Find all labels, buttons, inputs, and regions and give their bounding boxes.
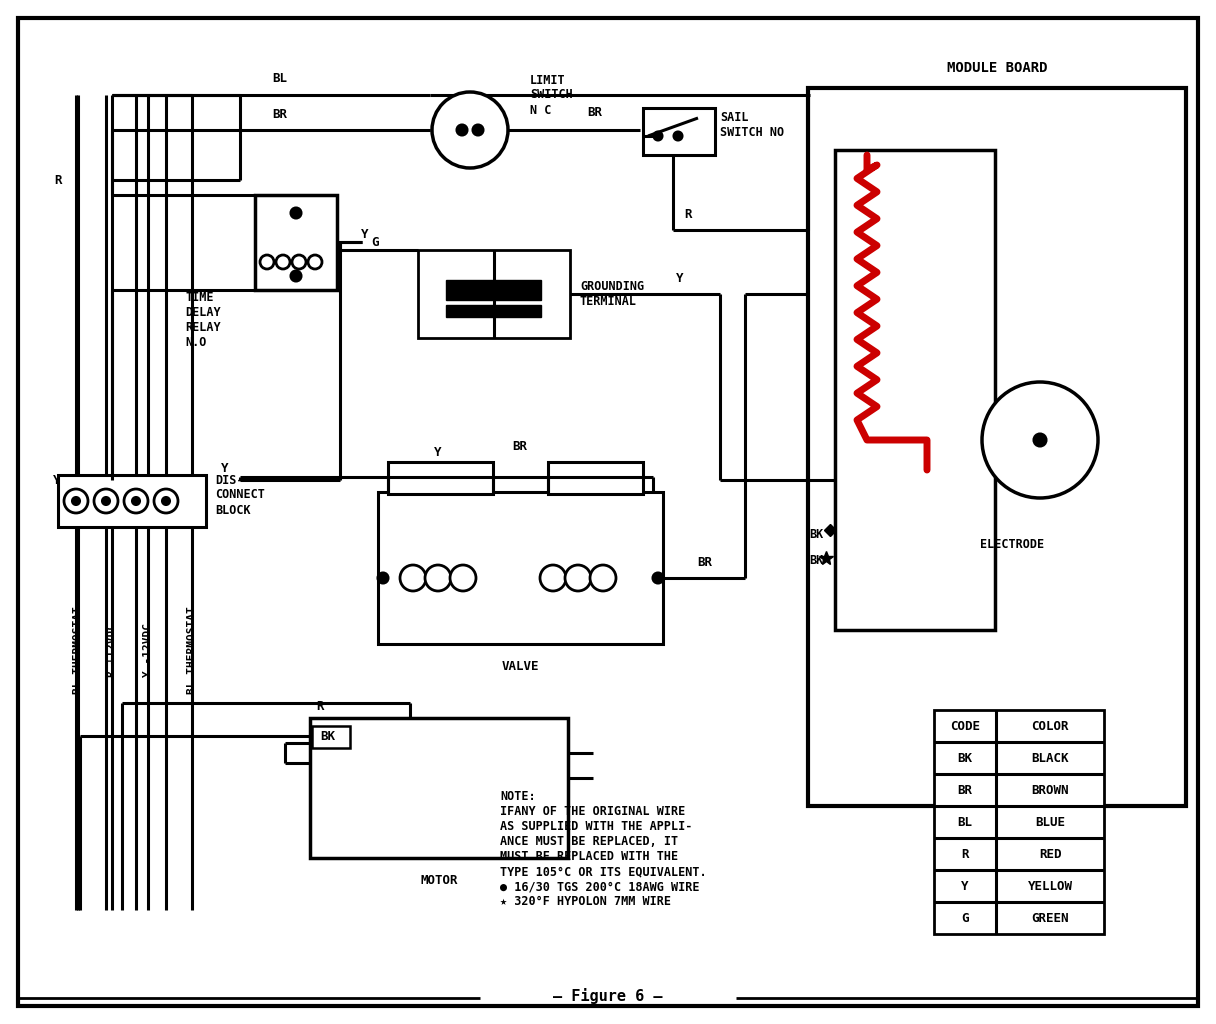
- Text: Y: Y: [676, 272, 683, 286]
- Text: BR: BR: [512, 440, 528, 454]
- Circle shape: [133, 498, 140, 505]
- Bar: [310, 718, 568, 858]
- Text: R: R: [962, 848, 969, 860]
- Text: Y: Y: [52, 473, 60, 486]
- Bar: [446, 280, 541, 300]
- Circle shape: [308, 255, 322, 269]
- Circle shape: [473, 125, 483, 135]
- Text: BR: BR: [698, 556, 713, 569]
- Text: BK: BK: [957, 752, 973, 765]
- Text: R: R: [316, 699, 323, 713]
- Circle shape: [400, 565, 426, 591]
- Text: BR: BR: [587, 106, 602, 120]
- Bar: [548, 462, 643, 494]
- Bar: [807, 88, 1186, 806]
- Text: G: G: [962, 911, 969, 925]
- Text: ELECTRODE: ELECTRODE: [980, 539, 1045, 552]
- Circle shape: [73, 498, 79, 505]
- Circle shape: [674, 132, 682, 140]
- Text: BK: BK: [809, 528, 823, 542]
- Circle shape: [260, 255, 274, 269]
- Text: CODE: CODE: [950, 720, 980, 732]
- Text: BROWN: BROWN: [1031, 783, 1069, 797]
- Bar: [313, 726, 350, 748]
- Circle shape: [654, 132, 662, 140]
- Text: R +12VDC: R +12VDC: [107, 623, 117, 677]
- Text: YELLOW: YELLOW: [1028, 880, 1073, 893]
- Circle shape: [292, 255, 306, 269]
- Circle shape: [64, 489, 88, 513]
- Text: RED: RED: [1038, 848, 1062, 860]
- Circle shape: [163, 498, 169, 505]
- Circle shape: [426, 565, 451, 591]
- Circle shape: [590, 565, 617, 591]
- Circle shape: [565, 565, 591, 591]
- Text: BK: BK: [320, 729, 334, 742]
- Circle shape: [124, 489, 148, 513]
- Circle shape: [983, 382, 1098, 498]
- Circle shape: [291, 271, 302, 281]
- Bar: [446, 305, 541, 317]
- Text: G: G: [371, 236, 378, 249]
- Circle shape: [102, 498, 109, 505]
- Text: NOTE:
IFANY OF THE ORIGINAL WIRE
AS SUPPLIED WITH THE APPLI-
ANCE MUST BE REPLAC: NOTE: IFANY OF THE ORIGINAL WIRE AS SUPP…: [500, 790, 706, 908]
- Text: SAIL
SWITCH NO: SAIL SWITCH NO: [720, 111, 784, 139]
- Text: BL: BL: [957, 815, 973, 828]
- Text: Y: Y: [962, 880, 969, 893]
- Text: VALVE: VALVE: [501, 659, 539, 673]
- Text: Y -12VDC: Y -12VDC: [143, 623, 153, 677]
- Text: BK: BK: [809, 554, 823, 566]
- Text: MOTOR: MOTOR: [421, 873, 457, 887]
- Text: Y: Y: [361, 228, 368, 242]
- Text: BLUE: BLUE: [1035, 815, 1065, 828]
- Text: GREEN: GREEN: [1031, 911, 1069, 925]
- Circle shape: [291, 208, 302, 218]
- Text: Y: Y: [221, 462, 229, 474]
- Text: BL: BL: [272, 72, 287, 85]
- Circle shape: [450, 565, 475, 591]
- Circle shape: [540, 565, 565, 591]
- Circle shape: [457, 125, 467, 135]
- Text: R: R: [685, 209, 692, 221]
- Bar: [388, 462, 492, 494]
- Text: GROUNDING
TERMINAL: GROUNDING TERMINAL: [580, 280, 644, 308]
- Text: BL THERMOSTAT: BL THERMOSTAT: [187, 606, 197, 694]
- Circle shape: [653, 573, 663, 583]
- Bar: [58, 475, 206, 527]
- Text: BL THERMOSTAT: BL THERMOSTAT: [73, 606, 83, 694]
- Text: LIMIT
SWITCH
N C: LIMIT SWITCH N C: [530, 74, 573, 117]
- Text: BR: BR: [957, 783, 973, 797]
- Text: ― Figure 6 ―: ― Figure 6 ―: [553, 988, 663, 1004]
- Bar: [255, 195, 337, 290]
- Text: BR: BR: [272, 109, 287, 122]
- Text: Y: Y: [434, 445, 441, 459]
- Bar: [378, 492, 663, 644]
- Bar: [643, 108, 715, 155]
- Circle shape: [432, 92, 508, 168]
- Bar: [418, 250, 570, 338]
- Text: COLOR: COLOR: [1031, 720, 1069, 732]
- Text: DIS-
CONNECT
BLOCK: DIS- CONNECT BLOCK: [215, 473, 265, 516]
- Circle shape: [1034, 434, 1046, 446]
- Text: BLACK: BLACK: [1031, 752, 1069, 765]
- Circle shape: [94, 489, 118, 513]
- Text: TIME
DELAY
RELAY
N.O: TIME DELAY RELAY N.O: [185, 291, 220, 349]
- Bar: [835, 150, 995, 630]
- Circle shape: [154, 489, 178, 513]
- Bar: [934, 710, 1104, 934]
- Text: MODULE BOARD: MODULE BOARD: [947, 61, 1047, 75]
- Circle shape: [378, 573, 388, 583]
- Circle shape: [276, 255, 289, 269]
- Text: R: R: [55, 173, 62, 186]
